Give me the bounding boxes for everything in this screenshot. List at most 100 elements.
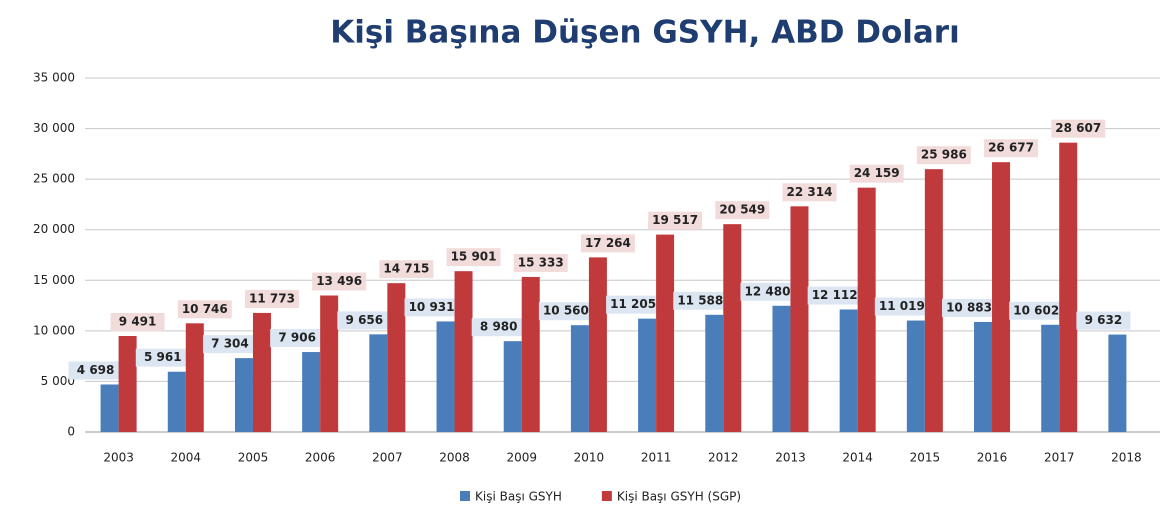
bar — [167, 371, 186, 432]
data-label-bg — [270, 329, 325, 348]
bar — [1059, 142, 1078, 432]
data-label: 22 314 — [787, 185, 833, 199]
bar — [1041, 324, 1060, 432]
data-label: 10 883 — [946, 300, 992, 314]
legend-label: Kişi Başı GSYH (SGP) — [617, 490, 741, 504]
data-label-bg — [648, 211, 703, 230]
bar — [705, 314, 724, 432]
data-label-bg — [312, 272, 367, 291]
y-tick-label: 25 000 — [33, 172, 75, 186]
bar — [320, 295, 339, 432]
y-tick-label: 5 000 — [41, 374, 75, 388]
data-label: 11 205 — [610, 297, 656, 311]
bar — [772, 305, 791, 432]
data-label-bg — [244, 289, 299, 308]
data-label: 11 773 — [249, 291, 295, 305]
data-label-bg — [404, 298, 459, 317]
y-tick-label: 15 000 — [33, 273, 75, 287]
data-label: 12 480 — [745, 284, 791, 298]
bar — [369, 334, 388, 432]
data-label-bg — [202, 335, 257, 354]
data-label-bg — [782, 183, 837, 202]
data-label: 10 560 — [543, 304, 589, 318]
chart-title: Kişi Başına Düşen GSYH, ABD Doları — [330, 15, 959, 51]
bar — [857, 187, 876, 432]
bar — [723, 224, 742, 432]
bar — [992, 162, 1011, 432]
data-label: 11 019 — [879, 299, 925, 313]
data-label-bg — [715, 201, 770, 220]
x-tick-label: 2014 — [842, 451, 873, 465]
data-label-bg — [337, 311, 392, 330]
x-tick-label: 2010 — [574, 451, 605, 465]
data-label-bg — [874, 297, 929, 316]
bar — [252, 312, 271, 432]
bar — [974, 321, 993, 432]
data-label: 9 656 — [346, 313, 384, 327]
data-label: 15 333 — [518, 255, 564, 269]
data-label: 11 588 — [677, 293, 723, 307]
data-label-bg — [916, 146, 971, 165]
x-tick-label: 2016 — [977, 451, 1008, 465]
data-label-bg — [984, 139, 1039, 158]
data-label: 24 159 — [854, 166, 900, 180]
data-label: 9 491 — [119, 315, 157, 329]
data-label: 25 986 — [921, 148, 967, 162]
x-tick-label: 2018 — [1111, 451, 1142, 465]
y-tick-label: 0 — [67, 425, 75, 439]
data-label-bg — [135, 348, 190, 367]
x-tick-label: 2007 — [372, 451, 403, 465]
data-label: 8 980 — [480, 320, 518, 334]
data-label: 15 901 — [451, 250, 497, 264]
x-tick-label: 2012 — [708, 451, 739, 465]
x-tick-label: 2009 — [506, 451, 537, 465]
data-label: 9 632 — [1085, 313, 1123, 327]
data-label: 4 698 — [77, 363, 115, 377]
data-label-bg — [177, 300, 232, 319]
bar — [924, 169, 943, 432]
data-label-bg — [68, 361, 123, 380]
data-label: 28 607 — [1055, 121, 1101, 135]
data-label: 19 517 — [652, 213, 698, 227]
data-label-bg — [1051, 119, 1106, 138]
x-tick-label: 2011 — [641, 451, 672, 465]
data-label-bg — [942, 298, 997, 317]
data-label-bg — [807, 286, 862, 305]
bar — [790, 206, 809, 432]
x-tick-label: 2003 — [103, 451, 134, 465]
data-label: 5 961 — [144, 350, 182, 364]
data-label: 17 264 — [585, 236, 631, 250]
legend-swatch — [601, 491, 612, 501]
x-tick-label: 2006 — [305, 451, 336, 465]
data-label-bg — [580, 234, 635, 253]
bar — [118, 336, 137, 432]
x-tick-label: 2015 — [910, 451, 941, 465]
legend-label: Kişi Başı GSYH — [475, 490, 562, 504]
data-label: 10 931 — [409, 300, 455, 314]
data-label-bg — [471, 318, 526, 337]
x-tick-label: 2013 — [775, 451, 806, 465]
y-tick-label: 30 000 — [33, 121, 75, 135]
data-label-bg — [1009, 301, 1064, 320]
data-label: 10 746 — [182, 302, 228, 316]
bar — [588, 257, 607, 432]
bar — [436, 321, 455, 432]
bar — [570, 325, 589, 432]
bar — [302, 352, 321, 432]
y-tick-label: 35 000 — [33, 71, 75, 85]
bar — [387, 283, 406, 432]
bar — [656, 234, 675, 432]
y-tick-label: 20 000 — [33, 222, 75, 236]
bar — [638, 318, 657, 432]
bar — [185, 323, 204, 432]
data-label-bg — [740, 282, 795, 301]
data-label: 13 496 — [316, 274, 362, 288]
data-label: 7 906 — [278, 331, 316, 345]
y-tick-label: 10 000 — [33, 323, 75, 337]
data-label: 26 677 — [988, 141, 1034, 155]
bar — [234, 358, 253, 432]
bar — [1108, 334, 1127, 432]
data-label-bg — [849, 164, 904, 183]
bar — [839, 309, 858, 432]
